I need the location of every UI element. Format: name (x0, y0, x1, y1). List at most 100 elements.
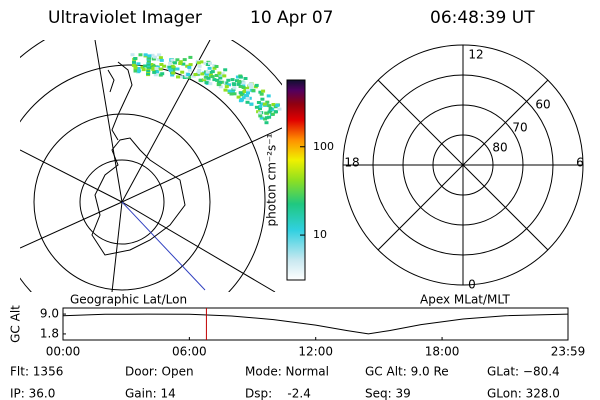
aurora-pixel (214, 65, 219, 68)
aurora-pixel (158, 67, 163, 71)
aurora-pixel (133, 69, 138, 73)
aurora-pixel (188, 55, 193, 59)
aurora-pixel (141, 68, 146, 72)
aurora-emission (130, 53, 282, 125)
aurora-pixel (146, 72, 151, 76)
aurora-pixel (171, 65, 176, 69)
aurora-pixel (216, 83, 221, 87)
aurora-pixel (222, 74, 227, 78)
aurora-pixel (232, 86, 237, 90)
aurora-pixel (179, 75, 183, 79)
aurora-pixel (172, 61, 177, 65)
aurora-pixel (208, 61, 212, 65)
aurora-pixel (262, 102, 267, 106)
aurora-pixel (187, 65, 192, 69)
x-tick-label: 06:00 (172, 345, 207, 359)
aurora-pixel (199, 60, 204, 64)
status-field: Seq: 39 (365, 387, 411, 400)
aurora-pixel (146, 65, 151, 69)
aurora-pixel (235, 75, 240, 79)
aurora-pixel (243, 88, 248, 92)
aurora-pixel (204, 75, 209, 79)
mlt-label: 6 (576, 156, 584, 170)
aurora-pixel (238, 85, 243, 88)
date: 10 Apr 07 (250, 8, 333, 28)
aurora-pixel (186, 73, 191, 76)
aurora-pixel (212, 66, 217, 70)
aurora-pixel (187, 68, 192, 72)
aurora-pixel (178, 62, 183, 65)
aurora-pixel (169, 69, 173, 73)
aurora-pixel (146, 59, 151, 63)
aurora-pixel (137, 69, 142, 73)
aurora-pixel (133, 65, 138, 69)
aurora-pixel (153, 73, 158, 77)
altitude-axis-label: GC Alt (9, 305, 23, 343)
y-tick-label: 1.8 (40, 326, 59, 340)
aurora-pixel (202, 78, 207, 82)
aurora-pixel (235, 79, 239, 83)
aurora-pixel (182, 58, 187, 62)
status-field: Mode: Normal (245, 365, 329, 379)
colorbar-label: photon cm⁻²s⁻¹ (265, 133, 279, 226)
aurora-pixel (268, 106, 273, 110)
mlat-label: 60 (535, 98, 550, 112)
aurora-pixel (267, 115, 272, 119)
aurora-pixel (249, 102, 254, 106)
aurora-pixel (246, 91, 250, 95)
aurora-pixel (231, 82, 236, 86)
aurora-pixel (130, 53, 135, 57)
aurora-pixel (274, 110, 278, 114)
aurora-pixel (264, 116, 269, 120)
aurora-pixel (203, 61, 208, 65)
aurora-pixel (143, 64, 148, 68)
aurora-pixel (236, 82, 241, 86)
aurora-pixel (210, 75, 215, 79)
aurora-pixel (178, 60, 183, 64)
aurora-pixel (243, 93, 248, 97)
aurora-pixel (249, 82, 253, 86)
aurora-pixel (152, 70, 157, 74)
status-field: GC Alt: 9.0 Re (365, 365, 449, 379)
status-field: GLon: 328.0 (487, 387, 560, 400)
aurora-pixel (267, 110, 272, 114)
aurora-pixel (176, 75, 180, 79)
aurora-pixel (198, 78, 203, 82)
aurora-pixel (154, 67, 159, 70)
aurora-pixel (146, 69, 151, 72)
aurora-pixel (136, 62, 141, 66)
x-tick-label: 00:00 (46, 345, 81, 359)
aurora-pixel (245, 100, 250, 104)
colorbar-tick-label: 100 (313, 140, 334, 153)
aurora-pixel (181, 62, 186, 66)
aurora-pixel (277, 107, 282, 111)
aurora-pixel (258, 90, 263, 94)
aurora-pixel (256, 101, 261, 104)
colorbar (286, 79, 306, 281)
aurora-pixel (259, 116, 264, 120)
apex-panel-title: Apex MLat/MLT (420, 293, 510, 307)
aurora-pixel (157, 53, 162, 57)
aurora-pixel (218, 85, 223, 89)
aurora-pixel (265, 100, 270, 104)
aurora-pixel (251, 89, 256, 93)
aurora-pixel (204, 72, 209, 76)
status-field: Flt: 1356 (10, 365, 63, 379)
aurora-pixel (162, 64, 167, 68)
aurora-pixel (175, 67, 180, 71)
aurora-pixel (205, 70, 210, 74)
aurora-pixel (275, 103, 280, 107)
aurora-pixel (138, 53, 143, 57)
aurora-pixel (184, 74, 189, 78)
aurora-pixel (258, 105, 263, 108)
aurora-pixel (241, 81, 246, 85)
aurora-pixel (171, 71, 176, 75)
aurora-pixel (230, 78, 235, 82)
aurora-pixel (159, 58, 164, 62)
aurora-pixel (200, 72, 205, 76)
y-tick-label: 9.0 (40, 307, 59, 321)
aurora-pixel (160, 72, 165, 76)
aurora-pixel (155, 70, 160, 74)
aurora-pixel (249, 85, 254, 89)
aurora-pixel (236, 95, 241, 99)
